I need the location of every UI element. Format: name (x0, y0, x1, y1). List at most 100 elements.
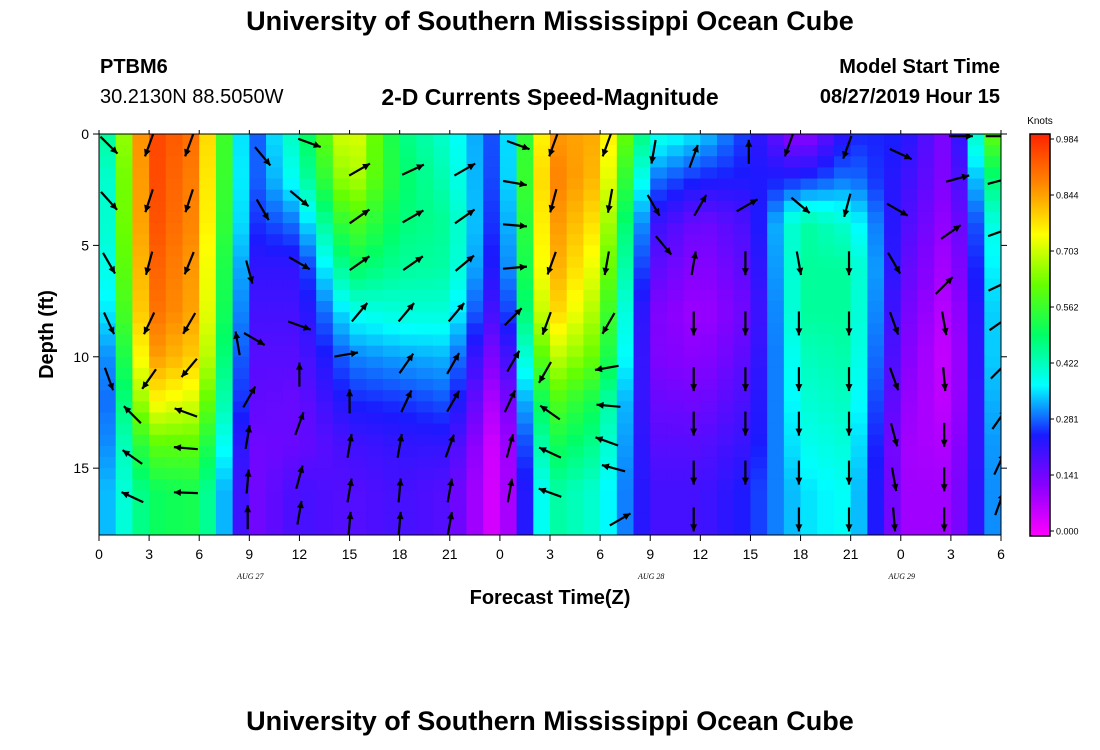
heat-cell (132, 134, 150, 146)
heat-cell (600, 145, 618, 157)
current-arrow (244, 505, 252, 530)
heat-cell (900, 434, 919, 447)
heat-cell (934, 501, 952, 514)
heat-cell (182, 301, 200, 313)
heat-cell (967, 245, 985, 258)
heat-cell (566, 234, 584, 246)
heat-cell (299, 189, 317, 202)
heat-cell (633, 479, 651, 492)
heat-cell (516, 312, 534, 324)
heat-cell (533, 178, 551, 191)
heat-cell (516, 278, 534, 291)
heat-cell (499, 468, 518, 480)
heat-cell (900, 223, 919, 235)
heat-cell (566, 434, 584, 447)
heat-cell (934, 490, 952, 503)
heat-cell (299, 523, 317, 535)
heat-cell (149, 223, 167, 235)
heat-cell (633, 245, 651, 258)
heat-cell (950, 256, 969, 269)
heat-cell (132, 423, 150, 436)
heat-cell (366, 234, 384, 246)
heat-cell (316, 512, 334, 525)
heat-cell (115, 301, 133, 313)
heat-cell (433, 356, 451, 369)
heat-cell (583, 134, 601, 146)
heat-cell (449, 189, 468, 202)
heat-cell (332, 145, 351, 157)
heat-cell (616, 289, 635, 302)
heat-cell (984, 401, 1001, 414)
heat-cell (950, 434, 969, 447)
current-arrow (795, 507, 803, 532)
heat-cell (783, 523, 802, 535)
heat-cell (182, 501, 200, 514)
heat-cell (533, 457, 551, 469)
heat-cell (99, 323, 117, 336)
heat-cell (867, 178, 885, 191)
current-arrow (889, 148, 913, 161)
x-tick-label: 18 (392, 546, 408, 562)
heat-cell (182, 423, 200, 436)
heat-cell (483, 390, 501, 402)
heat-cell (683, 178, 701, 191)
heat-cell (99, 289, 117, 302)
heat-cell (783, 390, 802, 402)
heat-cell (215, 156, 234, 169)
heat-cell (850, 312, 868, 324)
heat-cell (700, 401, 718, 414)
heat-cell (867, 401, 885, 414)
heat-cell (416, 245, 434, 258)
heat-cell (533, 345, 551, 358)
heat-cell (299, 468, 317, 480)
current-arrow (254, 146, 272, 167)
heat-cell (516, 234, 534, 246)
heat-cell (533, 379, 551, 391)
heat-cell (566, 457, 584, 469)
heat-cell (416, 267, 434, 280)
current-arrow (994, 494, 1001, 516)
arrow-head (892, 382, 900, 391)
heat-cell (349, 256, 367, 269)
heat-cell (750, 223, 768, 235)
heat-cell (666, 457, 685, 469)
arrow-head (263, 157, 271, 166)
heat-cell (266, 234, 284, 246)
heat-cell (232, 323, 250, 336)
heat-cell (366, 323, 384, 336)
heat-cell (566, 200, 584, 213)
heat-cell (767, 134, 785, 146)
heat-cell (433, 189, 451, 202)
heat-cell (165, 379, 184, 391)
heat-cell (900, 412, 919, 425)
heat-cell (633, 457, 651, 469)
arrow-head (795, 428, 803, 436)
heat-cell (149, 379, 167, 391)
heat-cell (299, 445, 317, 458)
heat-cell (215, 457, 234, 469)
heat-cell (266, 367, 284, 380)
heat-cell (984, 334, 1001, 347)
heat-cell (249, 412, 267, 425)
heat-cell (583, 245, 601, 258)
heat-cell (817, 301, 835, 313)
arrow-head (539, 447, 547, 454)
heat-cell (817, 200, 835, 213)
heat-cell (215, 445, 234, 458)
heat-cell (550, 134, 568, 146)
heat-cell (299, 156, 317, 169)
heat-cell (449, 345, 468, 358)
heat-cell (566, 501, 584, 514)
heat-cell (566, 156, 584, 169)
heat-cell (767, 289, 785, 302)
heat-cell (616, 501, 635, 514)
colorbar-tick-label: 0.562 (1056, 303, 1079, 313)
heat-cell (182, 401, 200, 414)
arrow-head (519, 222, 527, 230)
heat-cell (583, 234, 601, 246)
heat-cell (934, 223, 952, 235)
heat-cell (733, 512, 752, 525)
heat-cell (483, 323, 501, 336)
heat-cell (750, 134, 768, 146)
heat-cell (149, 356, 167, 369)
